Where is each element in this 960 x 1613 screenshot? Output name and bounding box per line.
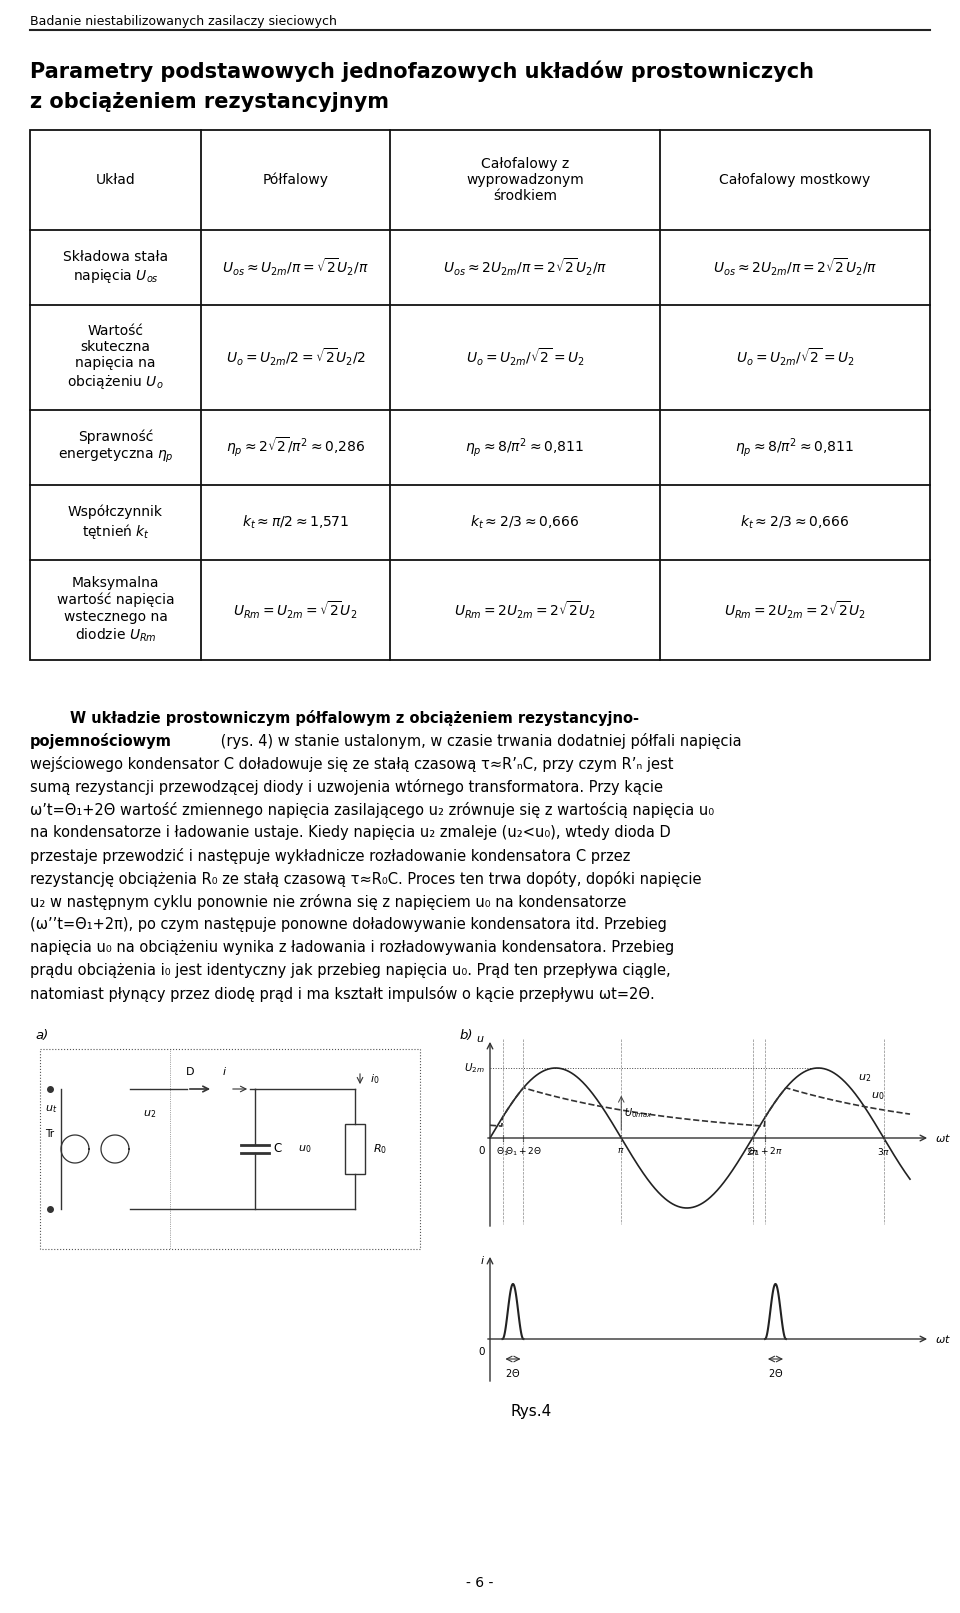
Text: $i$: $i$: [223, 1065, 228, 1077]
Text: $U_{Rm}=2U_{2m}=2\sqrt{2}U_2$: $U_{Rm}=2U_{2m}=2\sqrt{2}U_2$: [724, 600, 866, 621]
Text: Parametry podstawowych jednofazowych układów prostowniczych: Parametry podstawowych jednofazowych ukł…: [30, 60, 814, 82]
Text: $k_t\approx \pi/2\approx 1{,}571$: $k_t\approx \pi/2\approx 1{,}571$: [242, 515, 349, 531]
Text: a): a): [35, 1029, 48, 1042]
Text: ω’t=Θ₁+2Θ wartość zmiennego napięcia zasilającego u₂ zrównuje się z wartością na: ω’t=Θ₁+2Θ wartość zmiennego napięcia zas…: [30, 802, 714, 818]
Text: $k_t\approx 2/3\approx 0{,}666$: $k_t\approx 2/3\approx 0{,}666$: [470, 515, 580, 531]
Text: przestaje przewodzić i następuje wykładnicze rozładowanie kondensatora C przez: przestaje przewodzić i następuje wykładn…: [30, 848, 631, 865]
Text: $i$: $i$: [480, 1253, 485, 1266]
Text: $i_0$: $i_0$: [370, 1073, 379, 1086]
Text: $U_o=U_{2m}/\sqrt{2}=U_2$: $U_o=U_{2m}/\sqrt{2}=U_2$: [735, 347, 854, 368]
Text: $\eta_p\approx 8/\pi^2\approx 0{,}811$: $\eta_p\approx 8/\pi^2\approx 0{,}811$: [735, 436, 854, 460]
Text: $\Theta_1$: $\Theta_1$: [496, 1145, 509, 1158]
Text: D: D: [185, 1068, 194, 1077]
Text: z obciążeniem rezystancyjnym: z obciążeniem rezystancyjnym: [30, 92, 389, 111]
Text: Tr: Tr: [45, 1129, 54, 1139]
Text: napięcia u₀ na obciążeniu wynika z ładowania i rozładowywania kondensatora. Prze: napięcia u₀ na obciążeniu wynika z ładow…: [30, 940, 674, 955]
Text: $U_o=U_{2m}/2=\sqrt{2}U_2/2$: $U_o=U_{2m}/2=\sqrt{2}U_2/2$: [226, 347, 366, 368]
Text: $u_0$: $u_0$: [871, 1090, 884, 1102]
Text: (ω’’t=Θ₁+2π), po czym następuje ponowne doładowywanie kondensatora itd. Przebieg: (ω’’t=Θ₁+2π), po czym następuje ponowne …: [30, 918, 667, 932]
Text: $\omega t$: $\omega t$: [935, 1132, 951, 1144]
Text: $u_2$: $u_2$: [143, 1108, 156, 1119]
Text: natomiast płynący przez diodę prąd i ma kształt impulsów o kącie przepływu ωt=2Θ: natomiast płynący przez diodę prąd i ma …: [30, 986, 655, 1002]
Text: 0: 0: [478, 1145, 485, 1157]
Text: $2\Theta$: $2\Theta$: [768, 1366, 783, 1379]
Text: wejściowego kondensator C doładowuje się ze stałą czasową τ≈R’ₙC, przy czym R’ₙ : wejściowego kondensator C doładowuje się…: [30, 756, 674, 773]
Text: $\pi$: $\pi$: [617, 1145, 625, 1155]
Text: Badanie niestabilizowanych zasilaczy sieciowych: Badanie niestabilizowanych zasilaczy sie…: [30, 15, 337, 27]
Text: W układzie prostowniczym półfalowym z obciążeniem rezystancyjno-: W układzie prostowniczym półfalowym z ob…: [70, 710, 639, 726]
Text: (rys. 4) w stanie ustalonym, w czasie trwania dodatniej półfali napięcia: (rys. 4) w stanie ustalonym, w czasie tr…: [216, 732, 742, 748]
Text: Całofalowy z
wyprowadzonym
środkiem: Całofalowy z wyprowadzonym środkiem: [467, 156, 584, 203]
Text: $2\pi$: $2\pi$: [746, 1145, 759, 1157]
Bar: [30, 131, 930, 660]
Text: Sprawność
energetyczna $\eta_p$: Sprawność energetyczna $\eta_p$: [58, 431, 174, 465]
Text: $\Theta_1+2\Theta$: $\Theta_1+2\Theta$: [505, 1145, 541, 1158]
Text: Składowa stała
napięcia $U_{os}$: Składowa stała napięcia $U_{os}$: [63, 250, 168, 286]
Text: $u_0$: $u_0$: [299, 1144, 312, 1155]
Text: Układ: Układ: [96, 173, 135, 187]
Text: pojemnościowym: pojemnościowym: [30, 732, 172, 748]
Text: $U_{Rm}=U_{2m}=\sqrt{2}U_2$: $U_{Rm}=U_{2m}=\sqrt{2}U_2$: [233, 600, 358, 621]
Text: $u$: $u$: [476, 1034, 485, 1044]
Text: $\eta_p\approx 8/\pi^2\approx 0{,}811$: $\eta_p\approx 8/\pi^2\approx 0{,}811$: [466, 436, 585, 460]
Text: rezystancję obciążenia R₀ ze stałą czasową τ≈R₀C. Proces ten trwa dopóty, dopóki: rezystancję obciążenia R₀ ze stałą czaso…: [30, 871, 702, 887]
Text: $\Theta_1+2\pi$: $\Theta_1+2\pi$: [747, 1145, 783, 1158]
Text: $U_{0max}$: $U_{0max}$: [624, 1107, 653, 1119]
Text: - 6 -: - 6 -: [467, 1576, 493, 1590]
Text: $u_t$: $u_t$: [45, 1103, 58, 1115]
Text: $U_{Rm}=2U_{2m}=2\sqrt{2}U_2$: $U_{Rm}=2U_{2m}=2\sqrt{2}U_2$: [454, 600, 596, 621]
Bar: [40, 1048, 420, 1248]
Text: $U_{2m}$: $U_{2m}$: [465, 1061, 485, 1074]
Text: $U_{os}\approx 2U_{2m}/\pi=2\sqrt{2}U_2/\pi$: $U_{os}\approx 2U_{2m}/\pi=2\sqrt{2}U_2/…: [713, 256, 877, 277]
Text: b): b): [460, 1029, 473, 1042]
Text: $U_{os}\approx 2U_{2m}/\pi=2\sqrt{2}U_2/\pi$: $U_{os}\approx 2U_{2m}/\pi=2\sqrt{2}U_2/…: [443, 256, 607, 277]
Text: Wartość
skuteczna
napięcia na
obciążeniu $U_o$: Wartość skuteczna napięcia na obciążeniu…: [67, 324, 164, 390]
Text: $\omega t$: $\omega t$: [935, 1332, 951, 1345]
Text: $\eta_p\approx 2\sqrt{2}/\pi^2\approx 0{,}286$: $\eta_p\approx 2\sqrt{2}/\pi^2\approx 0{…: [226, 436, 365, 460]
Text: Całofalowy mostkowy: Całofalowy mostkowy: [719, 173, 871, 187]
Text: $U_{os}\approx U_{2m}/\pi=\sqrt{2}U_2/\pi$: $U_{os}\approx U_{2m}/\pi=\sqrt{2}U_2/\p…: [222, 256, 369, 277]
Text: u₂ w następnym cyklu ponownie nie zrówna się z napięciem u₀ na kondensatorze: u₂ w następnym cyklu ponownie nie zrówna…: [30, 894, 626, 910]
Text: Półfalowy: Półfalowy: [262, 173, 328, 187]
Text: $u_2$: $u_2$: [857, 1073, 871, 1084]
Text: Rys.4: Rys.4: [510, 1403, 551, 1419]
Text: prądu obciążenia i₀ jest identyczny jak przebieg napięcia u₀. Prąd ten przepływa: prądu obciążenia i₀ jest identyczny jak …: [30, 963, 671, 977]
Text: $R_0$: $R_0$: [373, 1142, 387, 1157]
Text: C: C: [273, 1142, 281, 1155]
Text: $2\Theta$: $2\Theta$: [505, 1366, 520, 1379]
Text: na kondensatorze i ładowanie ustaje. Kiedy napięcia u₂ zmaleje (u₂<u₀), wtedy di: na kondensatorze i ładowanie ustaje. Kie…: [30, 824, 671, 840]
Text: 0: 0: [478, 1347, 485, 1357]
Text: $U_o=U_{2m}/\sqrt{2}=U_2$: $U_o=U_{2m}/\sqrt{2}=U_2$: [466, 347, 585, 368]
Bar: [345, 1124, 365, 1174]
Text: sumą rezystancji przewodzącej diody i uzwojenia wtórnego transformatora. Przy ką: sumą rezystancji przewodzącej diody i uz…: [30, 779, 663, 795]
Text: Maksymalna
wartość napięcia
wstecznego na
diodzie $U_{Rm}$: Maksymalna wartość napięcia wstecznego n…: [57, 576, 175, 644]
Text: $k_t\approx 2/3\approx 0{,}666$: $k_t\approx 2/3\approx 0{,}666$: [740, 515, 850, 531]
Text: $3\pi$: $3\pi$: [877, 1145, 890, 1157]
Text: Współczynnik
tętnień $k_t$: Współczynnik tętnień $k_t$: [68, 505, 163, 540]
